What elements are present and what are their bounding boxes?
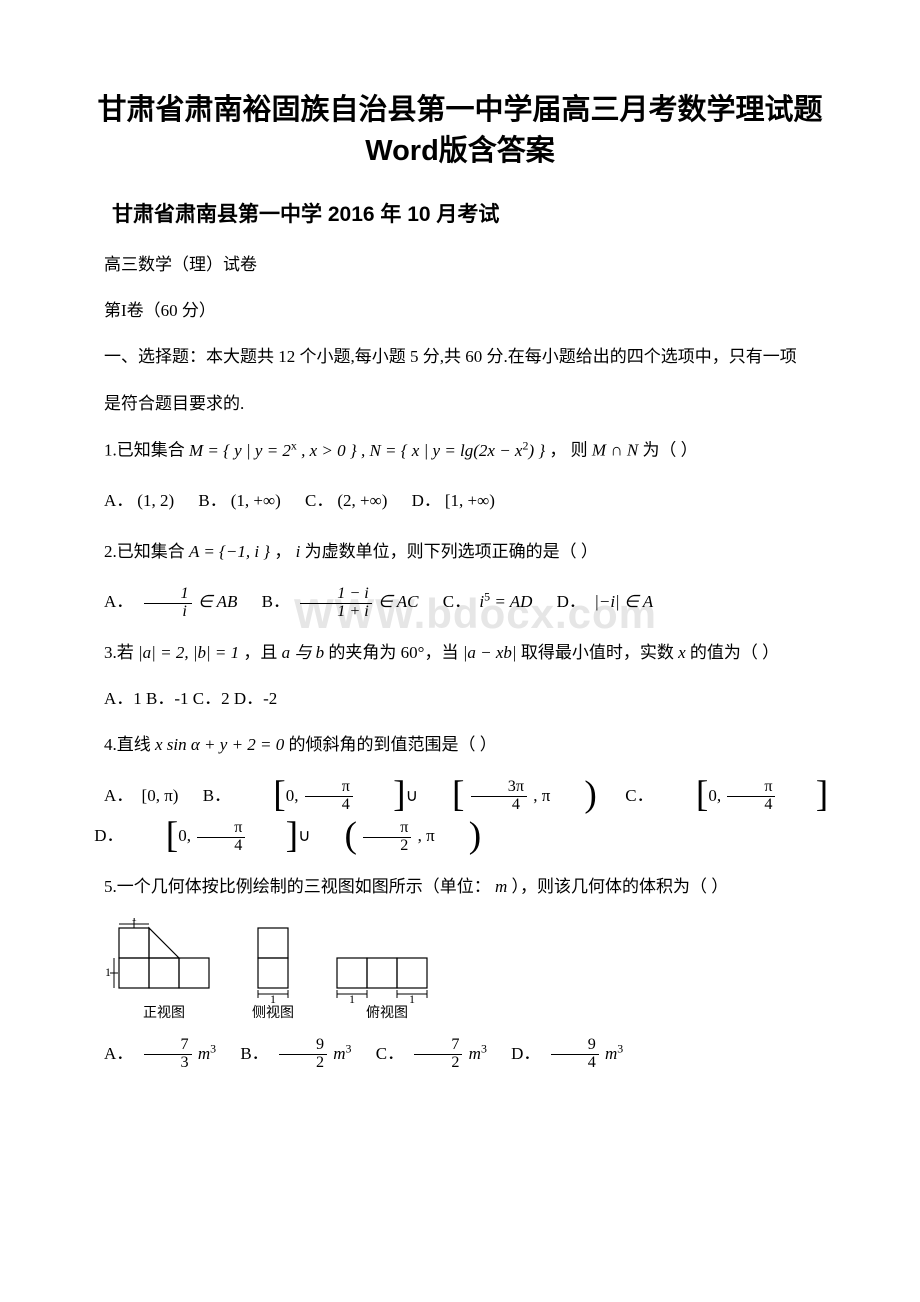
q5-opt-b-label: B． [240,1044,268,1063]
q3-mid2: 的夹角为 60°，当 [328,643,458,662]
front-view-svg: 1 1 [104,918,224,1003]
q3-ab: a 与 b [282,643,325,662]
q5-opt-a-frac: 73 [144,1037,192,1072]
q2-set-a: A = {−1, i } [189,542,270,561]
question-2-options: WWW.bdocx.com A． 1i ∈ AB B． 1 − i1 + i ∈… [70,582,850,623]
q2-opt-b-tail: ∈ AC [378,592,419,611]
q4-opt-d-label: D． [94,826,123,845]
q2-prefix: 2.已知集合 [104,542,185,561]
top-view-label: 俯视图 [322,1003,452,1024]
svg-text:1: 1 [105,965,111,979]
exam-header-line-2: 第I卷（60 分） [70,295,850,327]
q1-set-m: M = { y | y = 2x , x > 0 } , N = { x | y… [189,441,549,460]
q4-opt-a: [0, π) [142,786,179,805]
q1-ask-tail: 为（ ） [642,441,697,460]
q5-prefix: 5.一个几何体按比例绘制的三视图如图所示（单位： [104,877,491,896]
q1-opt-d: [1, +∞) [445,491,495,510]
question-5-stem: 5.一个几何体按比例绘制的三视图如图所示（单位： m ），则该几何体的体积为（ … [70,871,850,903]
q5-unit: m [495,877,507,896]
q2-opt-c-label: C． [443,592,471,611]
q1-opt-a-label: A． [104,491,133,510]
q1-opt-b: (1, +∞) [231,491,281,510]
q5-opt-a-label: A． [104,1044,133,1063]
q2-opt-b-label: B． [262,592,290,611]
top-view-cell: 1 1 俯视图 [322,918,466,1024]
svg-text:1: 1 [270,992,276,1003]
q2-opt-d: |−i| ∈ A [594,592,653,611]
q1-suffix-1: ， 则 [549,441,587,460]
question-3-options: A．1 B．-1 C．2 D．-2 [70,683,850,715]
q5-opt-d-unit: m3 [605,1044,623,1063]
q5-opt-b-unit: m3 [333,1044,351,1063]
section-instruction-1: 一、选择题：本大题共 12 个小题,每小题 5 分,共 60 分.在每小题给出的… [70,341,850,373]
q5-opt-a-unit: m3 [198,1044,216,1063]
q1-opt-a: (1, 2) [137,491,174,510]
q1-opt-d-label: D． [412,491,441,510]
q4-eq: x sin α + y + 2 = 0 [155,735,284,754]
q4-opt-a-label: A． [104,786,133,805]
q3-x: x [678,643,686,662]
q4-opt-c: [0, π4 ] [662,786,828,805]
side-view-svg: 1 [238,918,308,1003]
question-2-stem: 2.已知集合 A = {−1, i } ， i 为虚数单位，则下列选项正确的是（… [70,536,850,568]
q2-opt-a-tail: ∈ AB [198,592,238,611]
svg-text:1: 1 [131,918,137,924]
q2-mid: ， [274,542,291,561]
q5-opt-c-unit: m3 [469,1044,487,1063]
q5-opt-d-label: D． [511,1044,540,1063]
side-view-cell: 1 侧视图 [238,918,322,1024]
q1-opt-c-label: C． [305,491,333,510]
q5-opt-c-frac: 72 [414,1037,462,1072]
front-view-label: 正视图 [104,1003,224,1024]
q4-prefix: 4.直线 [104,735,151,754]
q5-opt-d-frac: 94 [551,1037,599,1072]
q3-target: |a − xb| [463,643,517,662]
front-view-cell: 1 1 正视图 [104,918,238,1024]
page-title: 甘肃省肃南裕固族自治县第一中学届高三月考数学理试题 Word版含答案 [70,90,850,171]
question-1-options: A．(1, 2) B． (1, +∞) C．(2, +∞) D．[1, +∞) [70,481,850,522]
q3-cond: |a| = 2, |b| = 1 [138,643,239,662]
instruction-text-1: 一、选择题：本大题共 12 个小题,每小题 5 分,共 60 分.在每小题给出的… [104,347,797,366]
three-views-figure: 1 1 正视图 1 侧视图 1 1 [104,918,850,1024]
q4-opt-c-label: C． [625,786,653,805]
q2-opt-b-frac: 1 − i1 + i [300,586,372,621]
q4-opt-d: [0, π4 ]∪( π2 , π) [132,826,481,845]
q1-prefix: 1.已知集合 [104,441,185,460]
question-3-stem: 3.若 |a| = 2, |b| = 1 ，且 a 与 b 的夹角为 60°，当… [70,637,850,669]
q1-opt-b-label: B． [198,491,226,510]
q3-mid1: ，且 [243,643,277,662]
exam-subtitle: 甘肃省肃南县第一中学 2016 年 10 月考试 [70,199,850,231]
question-4-options: A． [0, π) B． [0, π4 ]∪[ 3π4 , π) C． [0, … [70,776,850,858]
question-1-stem: 1.已知集合 M = { y | y = 2x , x > 0 } , N = … [70,434,850,467]
q3-mid3: 取得最小值时，实数 [521,643,674,662]
q3-suffix: 的值为（ ） [690,643,779,662]
q5-opt-c-label: C． [376,1044,404,1063]
q2-opt-a-label: A． [104,592,133,611]
exam-header-line-1: 高三数学（理）试卷 [70,249,850,281]
top-view-svg: 1 1 [322,918,452,1003]
svg-text:1: 1 [349,992,355,1003]
section-instruction-2: 是符合题目要求的. [70,388,850,420]
question-4-stem: 4.直线 x sin α + y + 2 = 0 的倾斜角的到值范围是（ ） [70,729,850,761]
q5-opt-b-frac: 92 [279,1037,327,1072]
q1-opt-c: (2, +∞) [337,491,387,510]
q3-prefix: 3.若 [104,643,134,662]
q2-suffix: 为虚数单位，则下列选项正确的是（ ） [305,542,598,561]
q1-ask: M ∩ N [592,441,638,460]
q2-opt-a-frac: 1i [144,586,192,621]
q4-opt-b: [0, π4 ]∪[ 3π4 , π) [239,786,601,805]
q5-suffix: ），则该几何体的体积为（ ） [512,877,729,896]
q4-opt-b-label: B． [203,786,231,805]
q2-opt-c: i5 = AD [479,592,532,611]
question-5-options: A． 73 m3 B． 92 m3 C． 72 m3 D． 94 m3 [70,1034,850,1075]
q2-i: i [296,542,301,561]
q4-suffix: 的倾斜角的到值范围是（ ） [289,735,497,754]
q2-opt-d-label: D． [557,592,586,611]
side-view-label: 侧视图 [238,1003,308,1024]
svg-text:1: 1 [409,992,415,1003]
